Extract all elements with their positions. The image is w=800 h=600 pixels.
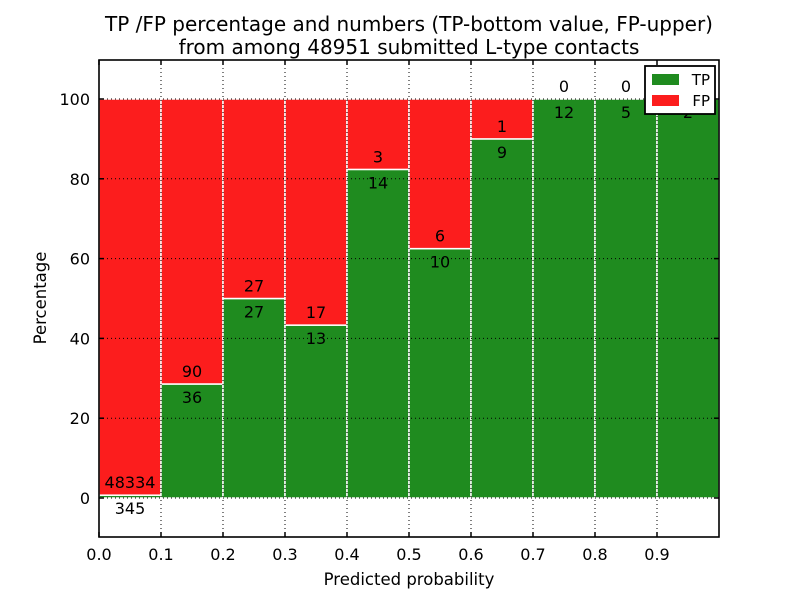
- tp-count-label-0.8-0.9: 5: [621, 103, 631, 122]
- bar-tp-0.3-0.4: [284, 324, 348, 499]
- legend-swatch-fp: [652, 95, 679, 106]
- y-axis-label: Percentage: [31, 252, 50, 345]
- y-tick-label: 60: [70, 250, 90, 269]
- fp-count-label-0.1-0.2: 90: [182, 362, 202, 381]
- fp-count-label-0.4-0.5: 3: [373, 147, 383, 166]
- tp-count-label-0.5-0.6: 10: [430, 253, 450, 272]
- bar-tp-0.2-0.3: [222, 297, 286, 499]
- x-tick-label: 0.2: [210, 545, 235, 564]
- fp-count-label-0.3-0.4: 17: [306, 303, 326, 322]
- chart-title-line2: from among 48951 submitted L-type contac…: [179, 35, 640, 59]
- x-tick-label: 0.3: [272, 545, 297, 564]
- bar-tp-0.5-0.6: [408, 247, 472, 499]
- bar-tp-0.4-0.5: [346, 168, 410, 499]
- tp-count-label-0.2-0.3: 27: [244, 303, 264, 322]
- bar-tp-0.6-0.7: [470, 138, 534, 499]
- bar-tp-0.7-0.8: [532, 98, 596, 499]
- y-tick-label: 40: [70, 329, 90, 348]
- bar-tp-0.8-0.9: [594, 98, 658, 499]
- y-tick-label: 100: [59, 90, 90, 109]
- x-tick-label: 0.6: [458, 545, 483, 564]
- bar-fp-0.6-0.7: [470, 98, 534, 140]
- y-tick-label: 0: [80, 489, 90, 508]
- x-axis-label: Predicted probability: [324, 570, 495, 589]
- legend-swatch-tp: [652, 74, 679, 85]
- x-tick-label: 0.5: [396, 545, 421, 564]
- x-tick-label: 0.7: [520, 545, 545, 564]
- x-tick-label: 0.8: [582, 545, 607, 564]
- x-tick-label: 0.9: [644, 545, 669, 564]
- bar-fp-0.1-0.2: [160, 98, 224, 385]
- tp-count-label-0.1-0.2: 36: [182, 388, 202, 407]
- x-tick-label: 0.4: [334, 545, 359, 564]
- fp-count-label-0.7-0.8: 0: [559, 77, 569, 96]
- bar-fp-0.0-0.1: [98, 98, 162, 496]
- x-tick-label: 0.1: [148, 545, 173, 564]
- bar-fp-0.2-0.3: [222, 98, 286, 300]
- tp-count-label-0.4-0.5: 14: [368, 173, 388, 192]
- tp-count-label-0.7-0.8: 12: [554, 103, 574, 122]
- y-tick-label: 20: [70, 409, 90, 428]
- fp-count-label-0.6-0.7: 1: [497, 117, 507, 136]
- legend-label-fp: FP: [692, 92, 710, 110]
- y-tick-label: 80: [70, 170, 90, 189]
- tp-count-label-0.0-0.1: 345: [115, 499, 146, 518]
- chart-title-line1: TP /FP percentage and numbers (TP-bottom…: [104, 12, 713, 36]
- bar-tp-0.1-0.2: [160, 383, 224, 499]
- bar-fp-0.5-0.6: [408, 98, 472, 250]
- legend-label-tp: TP: [691, 71, 710, 89]
- bar-fp-0.3-0.4: [284, 98, 348, 326]
- plot-area: 483343459036272717133146101901205020.00.…: [59, 59, 720, 564]
- legend: TP FP: [644, 65, 716, 115]
- fp-count-label-0.2-0.3: 27: [244, 277, 264, 296]
- fp-count-label-0.5-0.6: 6: [435, 227, 445, 246]
- tp-count-label-0.6-0.7: 9: [497, 143, 507, 162]
- fp-count-label-0.0-0.1: 48334: [105, 473, 156, 492]
- fp-count-label-0.8-0.9: 0: [621, 77, 631, 96]
- x-tick-label: 0.0: [86, 545, 111, 564]
- tp-count-label-0.3-0.4: 13: [306, 329, 326, 348]
- bar-tp-0.9-1.0: [656, 98, 720, 499]
